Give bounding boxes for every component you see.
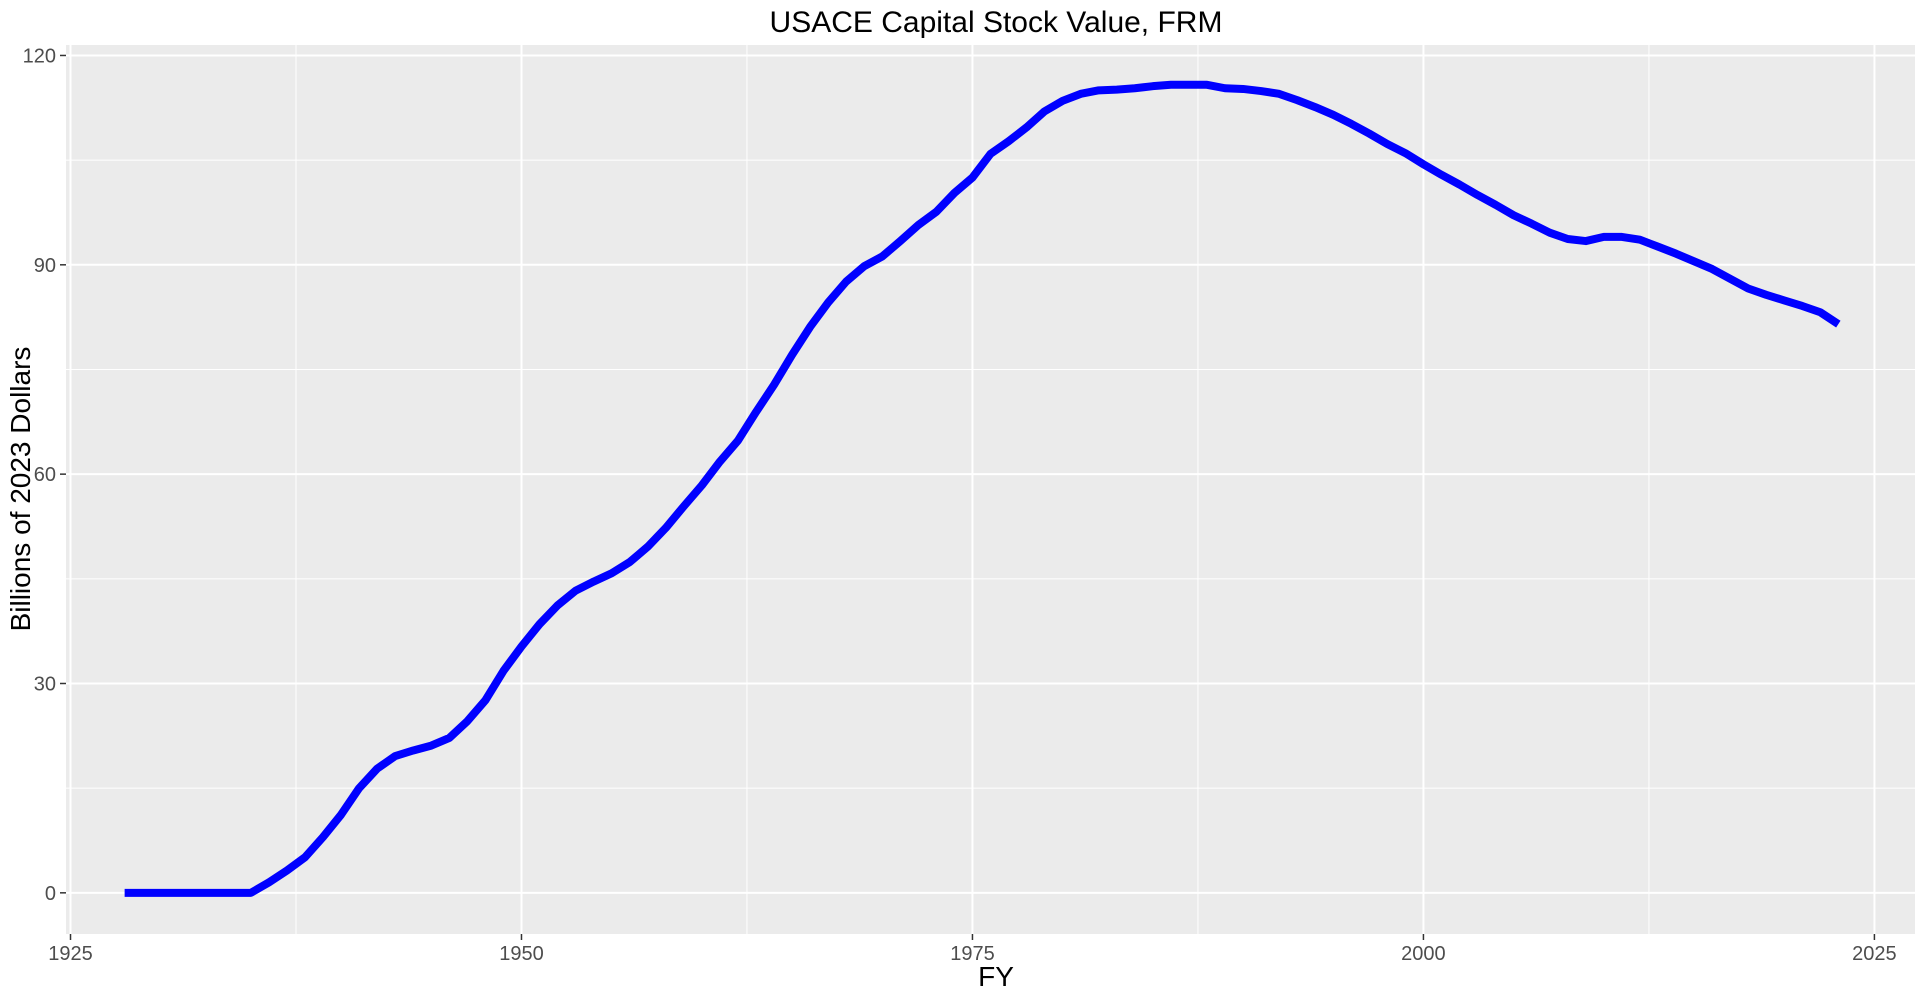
y-tick-label: 0 — [45, 883, 56, 905]
y-tick-label: 60 — [34, 464, 56, 486]
grid-lines — [66, 45, 1915, 934]
x-axis-title: FY — [978, 961, 1014, 992]
x-tick-label: 1950 — [499, 943, 544, 965]
chart-title: USACE Capital Stock Value, FRM — [770, 6, 1223, 39]
y-tick-label: 90 — [34, 255, 56, 277]
series-line — [124, 80, 1841, 897]
x-tick-label: 2000 — [1401, 943, 1446, 965]
y-tick-label: 30 — [34, 673, 56, 695]
y-axis-title: Billions of 2023 Dollars — [5, 347, 36, 632]
x-tick-label: 1925 — [48, 943, 93, 965]
series-layer — [124, 80, 1841, 897]
plot-background — [66, 45, 1915, 934]
x-tick-label: 1975 — [950, 943, 995, 965]
x-tick-label: 2025 — [1852, 943, 1897, 965]
y-tick-label: 120 — [23, 45, 56, 67]
axis-ticks: 1925 1950 1975 2000 2025 0 30 60 90 120 — [23, 45, 1897, 965]
